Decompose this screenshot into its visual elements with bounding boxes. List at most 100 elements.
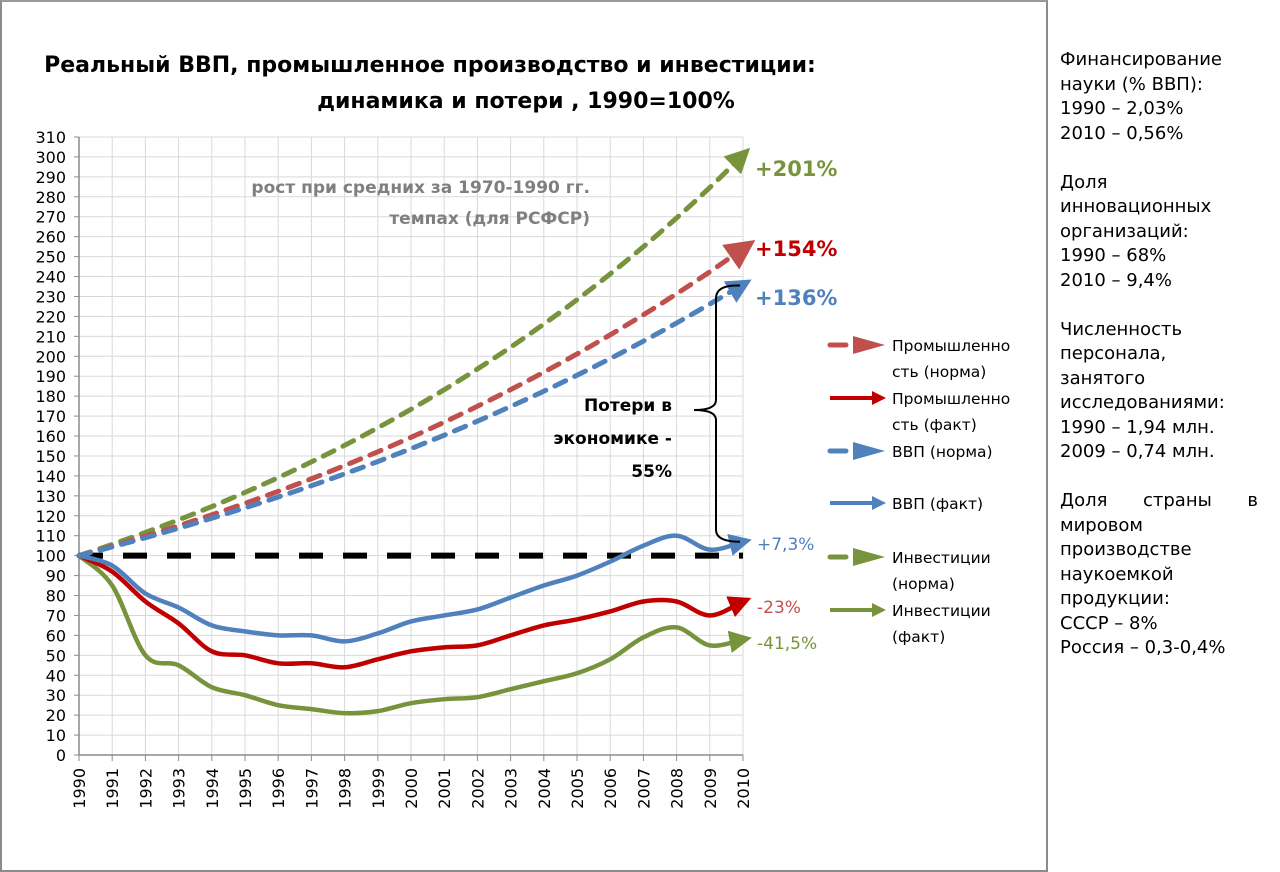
y-tick-label: 210 [35, 327, 66, 346]
y-tick-label: 110 [35, 527, 66, 546]
legend: Промышленно сть (норма) Промышленно сть (фа… [827, 336, 1010, 646]
x-tick-label: 1995 [236, 768, 255, 809]
y-tick-label: 10 [46, 726, 66, 745]
y-tick-label: 230 [35, 287, 66, 306]
side-panel-line: науки (% ВВП): [1060, 73, 1203, 95]
loss-brace [693, 284, 741, 543]
x-axis: 1990 1991 1992 1993 1994 1995 1996 1997 1998 1999… [70, 754, 753, 809]
y-tick-label: 170 [35, 407, 66, 426]
loss-note-line-2: экономике - [553, 429, 672, 449]
y-tick-label: 140 [35, 467, 66, 486]
side-panel-word: страны [1142, 490, 1212, 511]
legend-label: Инвестиции [892, 549, 991, 567]
y-tick-label: 180 [35, 387, 66, 406]
y-tick-label: 250 [35, 248, 66, 267]
loss-note-line-3: 55% [631, 462, 672, 482]
x-tick-label: 1999 [369, 768, 388, 809]
end-label-1: -23% [757, 598, 801, 618]
y-tick-label: 220 [35, 307, 66, 326]
side-panel-line: персонала, [1060, 343, 1167, 364]
side-panel-line: Численность [1060, 318, 1183, 340]
end-label-5: -41,5% [757, 634, 817, 654]
grid [78, 136, 744, 756]
x-tick-label: 1993 [170, 768, 189, 809]
y-tick-label: 310 [35, 128, 66, 147]
x-tick-label: 1998 [336, 768, 355, 809]
y-tick-label: 260 [35, 228, 66, 247]
side-panel-word: Доля [1060, 490, 1108, 511]
legend-label: ВВП (факт) [892, 495, 983, 513]
side-panel-block: Финансирование науки (% ВВП): 1990 – 2,03%… [1060, 48, 1258, 146]
y-tick-label: 290 [35, 168, 66, 187]
side-panel-block: Численность персонала, занятого исследовани… [1060, 318, 1258, 465]
side-panel-block: Доля инновационных организаций: 1990 – 68% 2… [1060, 171, 1258, 294]
legend-item-3: ВВП (факт) [830, 495, 983, 513]
legend-item-1: Промышленно сть (факт) [830, 390, 1010, 434]
legend-label: (факт) [892, 628, 945, 646]
y-tick-label: 0 [56, 746, 66, 765]
side-panel-line: Доля страны в [1060, 489, 1258, 514]
x-tick-label: 1994 [203, 768, 222, 809]
side-panel-line: 2010 – 0,56% [1060, 122, 1184, 144]
y-tick-label: 160 [35, 427, 66, 446]
legend-item-0: Промышленно сть (норма) [827, 336, 1010, 381]
x-tick-label: 2002 [468, 768, 487, 809]
side-panel-line: 1990 – 68% [1060, 245, 1167, 266]
side-panel-word: в [1247, 490, 1258, 511]
y-tick-label: 20 [46, 706, 66, 725]
x-tick-label: 2007 [634, 768, 653, 809]
brace-shape [693, 284, 741, 543]
chart-title-line-1: Реальный ВВП, промышленное производство … [44, 53, 816, 78]
side-panel-line: 2009 – 0,74 млн. [1060, 441, 1215, 462]
norm-note-line-1: рост при средних за 1970-1990 гг. [251, 178, 590, 198]
x-tick-label: 2009 [701, 768, 720, 809]
x-tick-label: 2001 [435, 768, 454, 809]
legend-label: ВВП (норма) [892, 443, 993, 461]
end-label-3: +7,3% [757, 535, 814, 555]
end-label-4: +201% [755, 157, 837, 181]
side-panel-line: продукции: [1060, 588, 1170, 609]
side-panel-line: Доля [1060, 171, 1108, 193]
side-panel-line: исследованиями: [1060, 392, 1225, 413]
side-panel-block: Доля страны в мировом производстве наукоемкой… [1060, 489, 1258, 661]
legend-label: Инвестиции [892, 602, 991, 620]
norm-note-line-2: темпах (для РСФСР) [389, 209, 590, 229]
side-panel-line: организаций: [1060, 220, 1189, 242]
chart-frame [0, 0, 1048, 872]
legend-label: (норма) [892, 575, 955, 593]
x-tick-label: 2008 [668, 768, 687, 809]
y-tick-label: 270 [35, 208, 66, 227]
legend-item-5: Инвестиции (факт) [830, 602, 991, 646]
end-label-0: +154% [755, 237, 837, 261]
x-tick-label: 1996 [269, 768, 288, 809]
side-panel-line: 2010 – 9,4% [1060, 269, 1172, 291]
series-line-5 [76, 553, 752, 716]
end-label-2: +136% [755, 286, 837, 310]
y-tick-label: 280 [35, 188, 66, 207]
legend-label: Промышленно [892, 337, 1010, 355]
y-axis: 0102030405060708090100110120130140150160… [35, 128, 80, 765]
chart: Реальный ВВП, промышленное производство … [35, 53, 1010, 809]
side-panel-line: 1990 – 1,94 млн. [1060, 416, 1215, 438]
side-panel-line: мировом [1060, 514, 1143, 536]
legend-arrow-icon [872, 496, 886, 510]
x-tick-label: 2000 [402, 768, 421, 809]
series-group [76, 147, 756, 716]
legend-label: Промышленно [892, 390, 1010, 408]
legend-item-2: ВВП (норма) [827, 442, 993, 461]
x-tick-label: 1991 [103, 768, 122, 809]
legend-arrow-icon [872, 391, 886, 405]
y-tick-label: 50 [46, 646, 66, 665]
x-tick-label: 2006 [601, 768, 620, 809]
x-tick-label: 2010 [734, 768, 753, 809]
y-tick-label: 40 [46, 666, 66, 685]
legend-label: сть (факт) [892, 416, 977, 434]
legend-arrow-icon [853, 548, 885, 566]
y-tick-label: 200 [35, 347, 66, 366]
y-tick-label: 60 [46, 626, 66, 645]
side-panel-line: Финансирование [1060, 49, 1222, 70]
x-tick-label: 1997 [302, 768, 321, 809]
end-labels: +201% +154% +136% +7,3% -23% -41,5% [755, 157, 837, 654]
legend-arrow-icon [853, 442, 885, 460]
y-tick-label: 80 [46, 587, 66, 606]
